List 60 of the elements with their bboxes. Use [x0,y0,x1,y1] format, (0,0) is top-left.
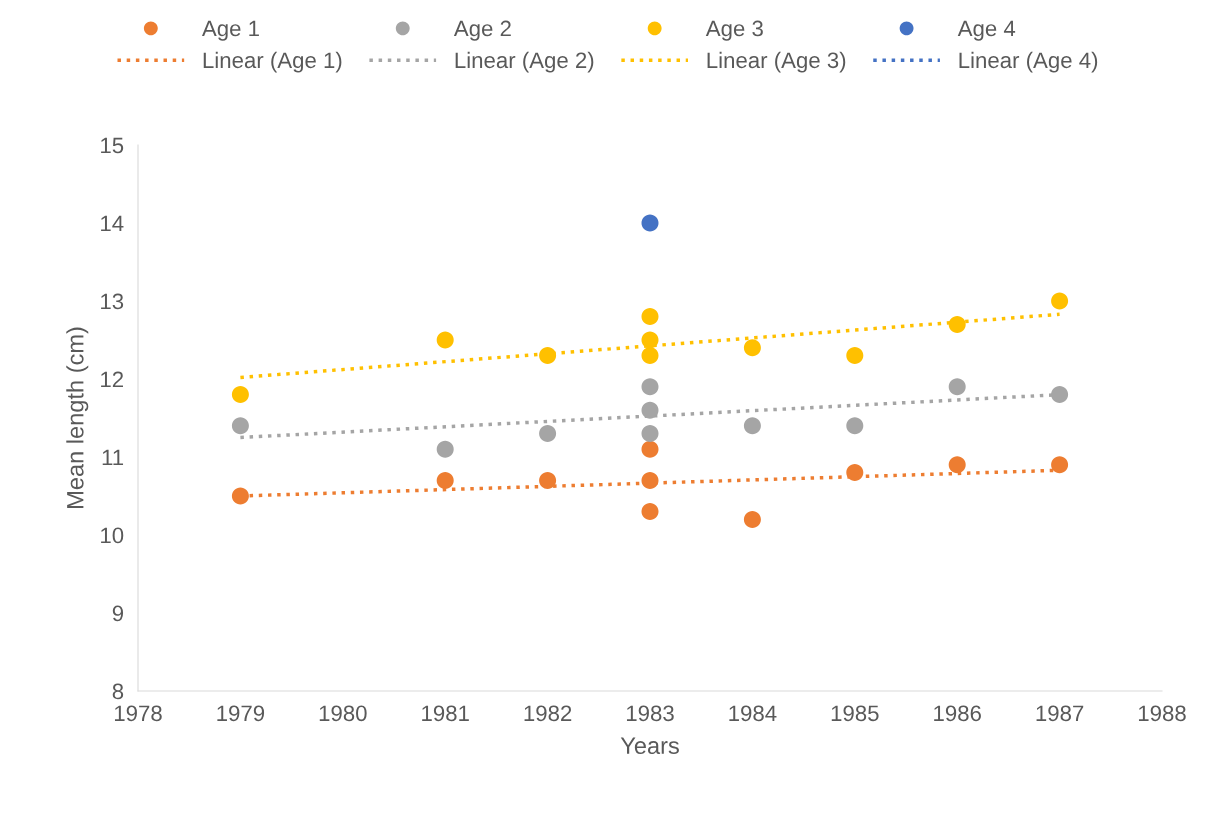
point [539,347,557,365]
x-tick-label: 1978 [114,705,162,722]
point [1051,386,1069,404]
point [743,339,761,357]
point [948,378,966,396]
point [743,417,761,435]
point [641,425,659,443]
x-axis-title: Years [620,737,679,755]
point [641,503,659,521]
point [436,440,454,458]
point [436,471,454,489]
y-tick-label: 11 [102,449,124,466]
legend-label: Linear (Age 2) [455,51,594,73]
legend-label: Linear (Age 1) [203,51,342,73]
y-axis-title: Mean length (cm) [66,327,89,508]
legend-label: Age 3 [705,20,763,41]
point [1051,456,1069,474]
y-tick-label: 12 [101,371,123,388]
point [641,308,659,326]
point [539,471,557,489]
point [539,425,557,443]
x-tick-label: 1979 [217,705,265,722]
legend-label: Linear (Age 3) [707,51,846,73]
point [231,417,249,435]
x-tick-label: 1986 [934,705,981,722]
x-tick-label: 1980 [319,705,367,722]
point [641,214,659,232]
x-tick-label: 1982 [524,705,572,722]
x-tick-label: 1983 [626,705,674,722]
point [641,331,659,349]
x-tick-label: 1988 [1138,705,1186,722]
x-tick-label: 1984 [729,705,777,722]
point [641,347,659,365]
point [231,386,249,404]
point [1051,292,1069,310]
point [948,456,966,474]
point [948,315,966,333]
point [846,464,864,482]
x-tick-label: 1981 [422,705,469,722]
y-tick-label: 8 [112,683,124,700]
point [641,401,659,419]
y-tick-label: 15 [101,137,124,154]
point [641,471,659,489]
legend-label: Age 2 [453,20,511,41]
point [846,417,864,435]
x-tick-label: 1987 [1036,705,1084,722]
legend-label: Age 4 [957,20,1016,41]
x-tick-label: 1985 [831,705,879,722]
point [846,347,864,365]
y-tick-label: 14 [101,215,124,232]
point [743,510,761,528]
y-tick-label: 13 [101,293,124,310]
point [641,440,659,458]
point [231,487,249,505]
legend-label: Linear (Age 4) [959,51,1098,73]
y-tick-label: 10 [101,527,124,544]
point [641,378,659,396]
point [436,331,454,349]
y-tick-label: 9 [112,605,124,622]
legend-label: Age 1 [201,20,259,41]
